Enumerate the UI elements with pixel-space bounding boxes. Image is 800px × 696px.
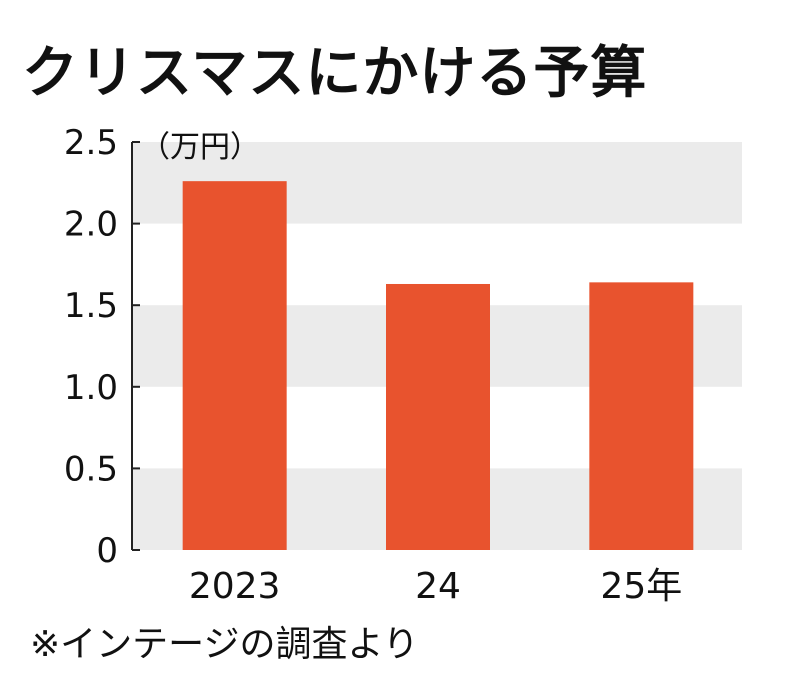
y-tick-label: 1.0	[64, 368, 118, 408]
bar	[386, 283, 490, 550]
y-axis-unit-label: （万円）	[140, 130, 260, 165]
y-axis	[131, 141, 140, 551]
y-tick-label: 2.0	[64, 205, 118, 245]
bar	[182, 181, 287, 550]
chart-title: クリスマスにかける予算	[22, 41, 648, 106]
category-label: 2023	[189, 566, 281, 607]
bar	[589, 282, 694, 550]
source-note: ※インテージの調査より	[30, 624, 419, 665]
y-tick-label: 0.5	[64, 449, 118, 489]
y-tick-label: 1.5	[64, 286, 118, 326]
x-category-labels: 2023 24 25年	[189, 566, 682, 607]
y-tick-labels: 0 0.5 1.0 1.5 2.0 2.5	[64, 123, 118, 571]
bars	[182, 181, 694, 550]
y-tick-label: 0	[96, 531, 118, 571]
y-tick-label: 2.5	[64, 123, 118, 163]
category-label: 24	[415, 566, 461, 607]
category-label: 25年	[600, 566, 682, 607]
